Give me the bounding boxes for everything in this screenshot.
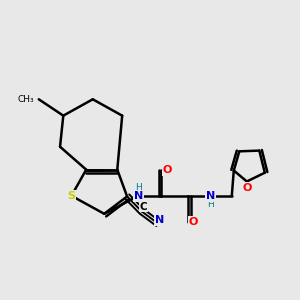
Text: S: S	[68, 191, 76, 201]
Text: N: N	[134, 191, 143, 201]
Text: O: O	[163, 165, 172, 175]
Text: H: H	[207, 200, 214, 209]
Text: O: O	[242, 183, 251, 193]
Text: N: N	[206, 191, 215, 201]
Text: C: C	[140, 202, 147, 212]
Text: H: H	[135, 183, 142, 192]
Text: CH₃: CH₃	[17, 95, 34, 104]
Text: N: N	[155, 215, 164, 225]
Text: O: O	[189, 217, 198, 227]
